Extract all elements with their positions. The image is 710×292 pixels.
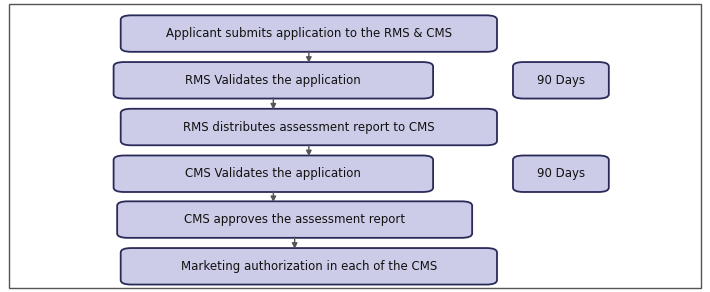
FancyBboxPatch shape: [513, 62, 609, 99]
FancyBboxPatch shape: [121, 248, 497, 284]
FancyBboxPatch shape: [9, 4, 701, 288]
FancyBboxPatch shape: [121, 15, 497, 52]
FancyBboxPatch shape: [114, 62, 433, 99]
Text: Marketing authorization in each of the CMS: Marketing authorization in each of the C…: [181, 260, 437, 273]
Text: RMS Validates the application: RMS Validates the application: [185, 74, 361, 87]
Text: CMS Validates the application: CMS Validates the application: [185, 167, 361, 180]
FancyBboxPatch shape: [117, 201, 472, 238]
FancyBboxPatch shape: [121, 109, 497, 145]
Text: 90 Days: 90 Days: [537, 167, 585, 180]
FancyBboxPatch shape: [114, 155, 433, 192]
Text: CMS approves the assessment report: CMS approves the assessment report: [184, 213, 405, 226]
Text: Applicant submits application to the RMS & CMS: Applicant submits application to the RMS…: [166, 27, 452, 40]
Text: 90 Days: 90 Days: [537, 74, 585, 87]
Text: RMS distributes assessment report to CMS: RMS distributes assessment report to CMS: [183, 121, 435, 133]
FancyBboxPatch shape: [513, 155, 609, 192]
